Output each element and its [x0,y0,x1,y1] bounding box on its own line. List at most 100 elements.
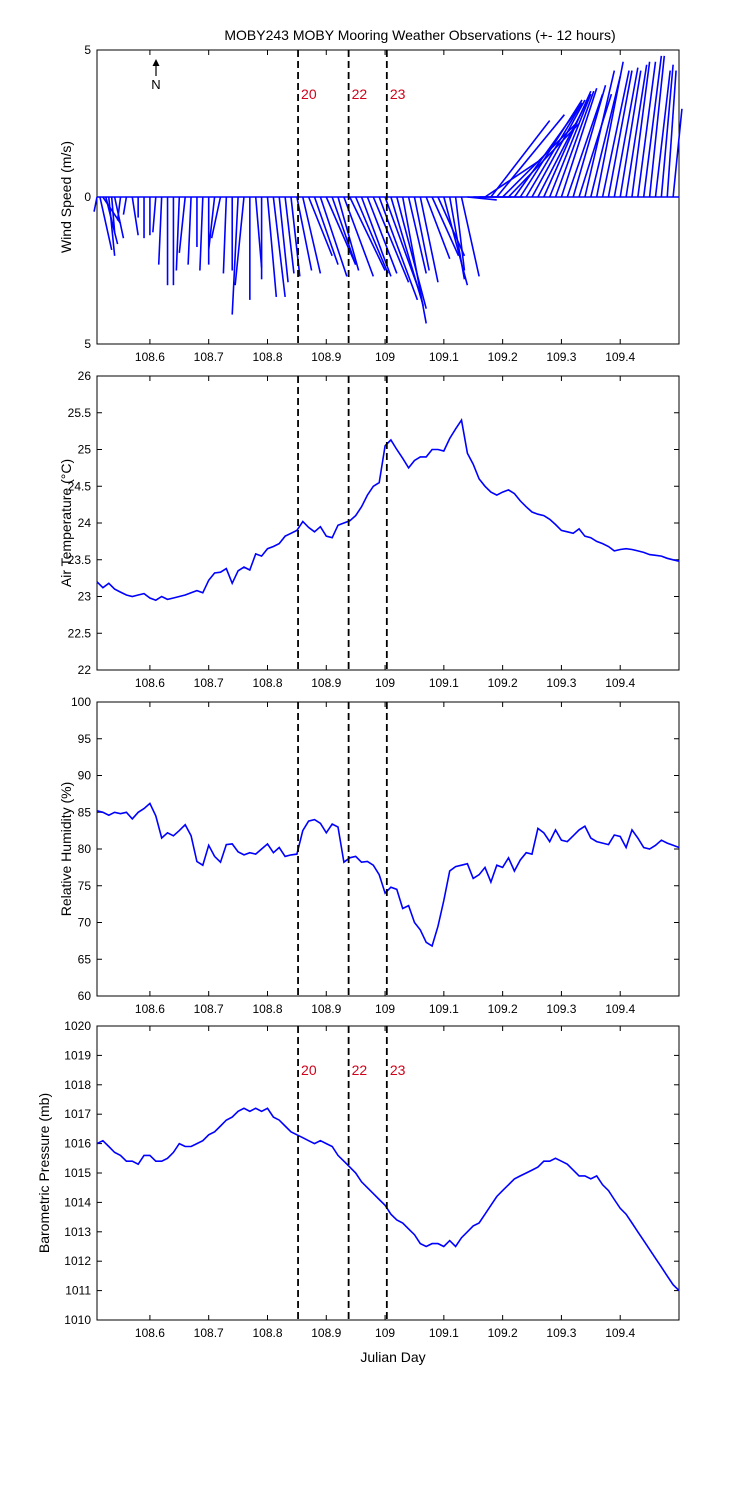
wind-stick [431,196,460,257]
series-line [96,802,680,948]
wind-stick [425,196,451,260]
x-tick-label: 108.7 [194,1002,224,1016]
wind-stick [419,196,439,283]
x-tick-label: 109.4 [605,1326,635,1340]
y-tick-label: 23.5 [68,553,92,567]
wind-stick [607,70,633,198]
marker-label: 23 [390,86,406,102]
x-tick-label: 108.9 [311,350,341,364]
wind-stick [331,196,357,265]
x-tick-label: 109.3 [546,676,576,690]
wind-stick [548,93,592,198]
panel-air-temperature: 108.6 108.7 108.8 108.9 109 109.1 109.2 109.3 10… [58,369,680,690]
y-axis-label: Air Temperature (°C) [58,459,74,587]
wind-stick [502,122,577,198]
wind-stick [122,196,128,215]
wind-stick [601,70,630,198]
y-tick-label: 23 [78,590,92,604]
wind-stick [372,196,410,283]
y-tick-label: 1017 [64,1107,91,1121]
x-tick-label: 109.3 [546,350,576,364]
y-tick-label: 1015 [64,1166,91,1180]
y-axis-label: Relative Humidity (%) [58,782,74,917]
wind-stick [116,196,122,221]
wind-stick [554,90,595,198]
wind-stick [672,108,683,198]
x-tick-label: 109.2 [488,1326,518,1340]
wind-stick [572,85,607,198]
x-tick-label: 109 [375,1002,395,1016]
x-tick-label: 108.8 [252,1002,282,1016]
axes-frame [96,1025,680,1321]
panel-wind: 108.6 108.7 108.8 108.9 109 109.1 109.2 109.3 10… [58,43,683,364]
y-tick-label: 22.5 [68,626,92,640]
wind-stick [660,64,674,198]
wind-stick [222,196,228,274]
y-tick-label: 100 [71,695,91,709]
y-tick-label: 5 [84,43,91,57]
wind-stick [578,93,613,198]
wind-stick [378,196,419,301]
y-tick-label: 1016 [64,1137,91,1151]
figure-title: MOBY243 MOBY Mooring Weather Observation… [224,27,615,43]
y-tick-label: 1012 [64,1254,91,1268]
series-line [96,1107,680,1292]
y-tick-label: 5 [84,337,91,351]
y-tick-label: 75 [78,879,92,893]
x-tick-label: 108.8 [252,676,282,690]
marker-label: 22 [352,86,368,102]
x-tick-label: 108.6 [135,350,165,364]
x-tick-label: 109.3 [546,1326,576,1340]
wind-stick [366,196,398,274]
y-tick-label: 70 [78,916,92,930]
x-tick-label: 109.1 [429,676,459,690]
wind-stick [313,196,339,265]
wind-stick [113,196,125,239]
wind-stick [654,70,671,198]
wind-stick [107,196,116,256]
y-tick-label: 80 [78,842,92,856]
wind-stick [319,196,348,277]
wind-stick [284,196,295,274]
wind-stick [175,196,181,271]
x-tick-label: 109.1 [429,350,459,364]
wind-stick [354,196,389,274]
y-tick-label: 1010 [64,1313,91,1327]
wind-stick [666,70,677,198]
wind-stick [525,102,583,198]
north-label: N [151,77,160,92]
y-tick-label: 90 [78,769,92,783]
x-axis-label: Julian Day [360,1349,425,1365]
wind-stick [595,61,624,198]
y-tick-label: 0 [84,190,91,204]
x-tick-label: 108.8 [252,1326,282,1340]
wind-stick [613,67,639,198]
x-tick-label: 108.7 [194,350,224,364]
y-tick-label: 24.5 [68,479,92,493]
wind-stick [296,196,313,271]
wind-stick [187,196,192,265]
x-tick-label: 108.9 [311,1002,341,1016]
x-tick-label: 109.2 [488,1002,518,1016]
wind-stick [407,196,427,274]
wind-stick [619,70,642,198]
y-tick-label: 1014 [64,1195,91,1209]
x-tick-label: 108.9 [311,1326,341,1340]
wind-stick [631,61,651,198]
x-tick-label: 109.2 [488,676,518,690]
panel-barometric-pressure: 108.6 108.7 108.8 108.9 109 109.1 109.2 109.3 10… [36,1019,680,1340]
wind-stick [254,196,263,268]
wind-stick [278,196,289,283]
wind-stick [99,196,113,251]
y-tick-label: 85 [78,805,92,819]
y-tick-label: 95 [78,732,92,746]
wind-stick [648,55,666,198]
y-tick-label: 1011 [65,1284,91,1298]
y-tick-label: 25 [78,443,92,457]
y-tick-label: 1018 [64,1078,91,1092]
x-tick-label: 108.6 [135,1002,165,1016]
wind-stick [519,99,583,198]
wind-stick [566,93,604,198]
y-tick-label: 1020 [64,1019,91,1033]
marker-label: 20 [301,1062,317,1078]
